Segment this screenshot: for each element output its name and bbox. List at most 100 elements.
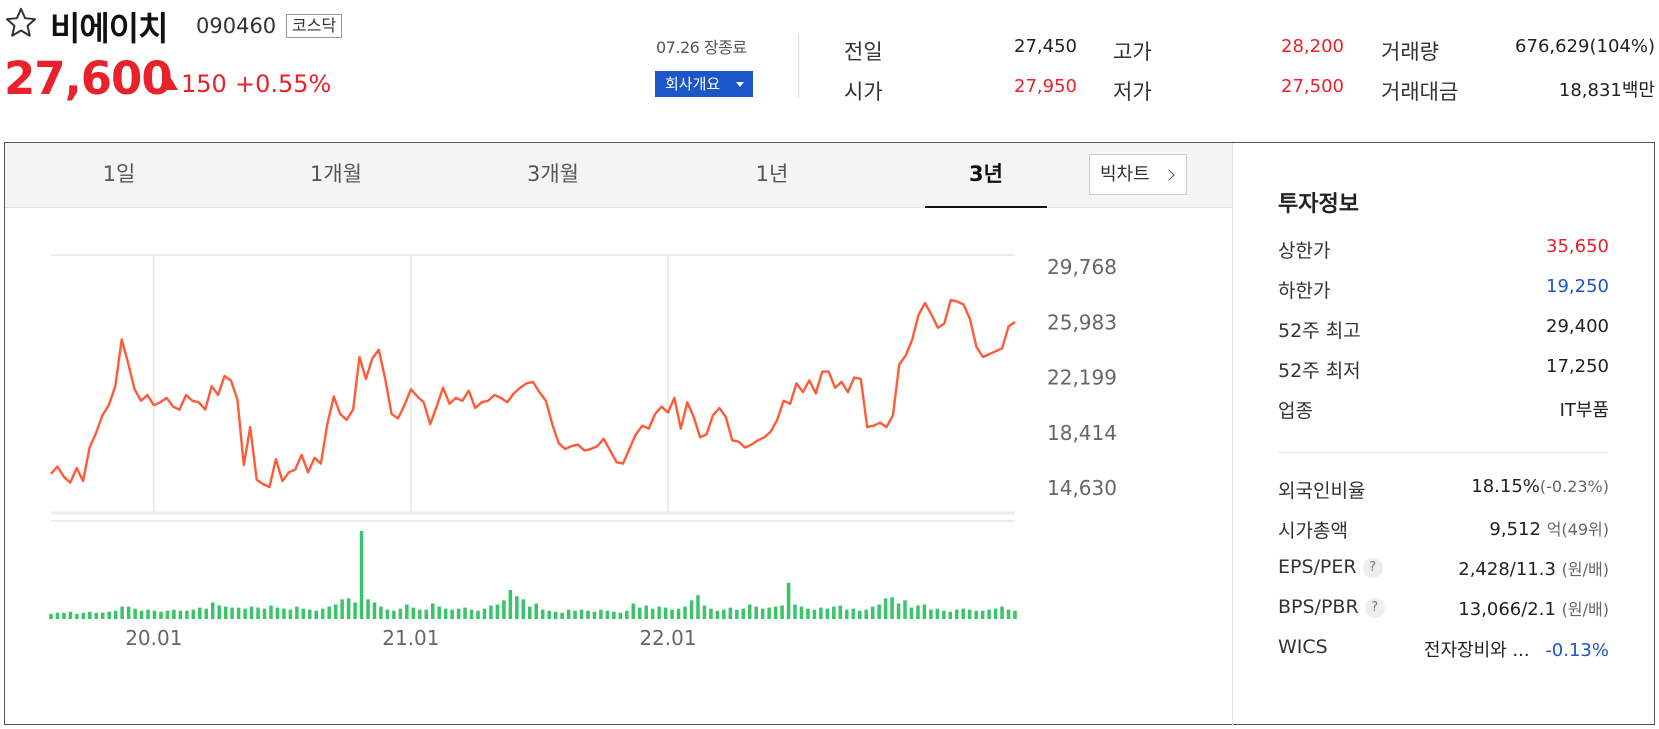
eps-per: 2,428/11.3 (원/배) — [1458, 556, 1609, 580]
volume-bar — [424, 609, 429, 619]
volume-bar — [1013, 610, 1017, 619]
volume-bar — [540, 609, 545, 619]
sector-value[interactable]: IT부품 — [1559, 400, 1609, 421]
volume-bar — [178, 610, 183, 619]
tab-3year[interactable]: 3년 — [925, 143, 1047, 208]
volume-bar — [372, 602, 377, 619]
volume-bar — [392, 610, 396, 619]
volume-bar — [405, 604, 409, 619]
volume-bar — [249, 606, 254, 619]
eps-per-label: EPS/PER? — [1278, 556, 1383, 578]
volume-bar — [456, 608, 461, 619]
y-axis-ticks: 29,768 25,983 22,199 18,414 14,630 — [1047, 255, 1117, 500]
bigchart-label: 빅차트 — [1100, 164, 1150, 185]
favorite-star-icon[interactable] — [4, 6, 38, 40]
upper-limit-label: 상한가 — [1278, 240, 1331, 262]
high-label: 고가 — [1113, 40, 1152, 64]
volume-bar — [967, 609, 972, 619]
prev-close-label: 전일 — [844, 40, 883, 64]
volume-bar — [191, 609, 196, 619]
volume-bar — [81, 612, 86, 619]
volume-bar — [159, 611, 163, 619]
volume-bar — [521, 599, 526, 619]
volume-bar — [217, 605, 221, 619]
volume-bar — [288, 609, 293, 619]
wics-value[interactable]: 전자장비와 ... — [1423, 640, 1530, 661]
volume-bar — [579, 609, 584, 619]
high52-label: 52주 최고 — [1278, 320, 1361, 342]
bigchart-button[interactable]: 빅차트 — [1089, 154, 1187, 195]
foreign-ratio-change: (-0.23%) — [1539, 477, 1609, 496]
company-overview-button[interactable]: 회사개요 — [655, 71, 753, 97]
volume-bar — [489, 605, 493, 619]
low52-value: 17,250 — [1546, 356, 1609, 377]
market-cap-label: 시가총액 — [1278, 520, 1348, 542]
volume-bar — [515, 596, 519, 619]
volume-bar — [398, 608, 403, 619]
volume-bar — [547, 610, 551, 619]
stock-name: 비에이치 — [50, 9, 168, 48]
tab-1month[interactable]: 1개월 — [309, 162, 362, 186]
volume-bar — [935, 608, 940, 619]
volume-bar — [301, 608, 306, 619]
volume-bar — [806, 608, 810, 619]
help-icon[interactable]: ? — [1362, 558, 1383, 578]
volume-bar — [864, 609, 868, 619]
volume-bar — [560, 612, 564, 619]
volume-bar — [502, 600, 506, 619]
volume-bar — [165, 610, 170, 619]
volume-bar — [379, 606, 383, 619]
help-icon[interactable]: ? — [1364, 598, 1385, 618]
tab-1day[interactable]: 1일 — [102, 162, 136, 186]
tab-3month[interactable]: 3개월 — [526, 162, 579, 186]
volume-bar — [139, 610, 144, 619]
invest-info-title: 투자정보 — [1278, 192, 1359, 217]
volume-bar — [146, 609, 150, 619]
volume-bar — [223, 606, 228, 619]
volume-bar — [857, 610, 862, 619]
trade-amount: 18,831백만 — [1470, 76, 1655, 102]
y-tick-label: 29,768 — [1047, 255, 1117, 279]
market-cap-rank: (49위) — [1561, 520, 1609, 539]
volume-bar — [262, 608, 267, 619]
trade-amount-value: 18,831 — [1558, 80, 1622, 101]
volume-bar — [799, 606, 804, 619]
volume-bar — [88, 611, 92, 619]
x-tick-label: 20.01 — [125, 626, 182, 650]
volume-bar — [107, 611, 111, 619]
volume-bar — [741, 608, 746, 619]
volume-bar — [55, 612, 60, 619]
volume-bar — [993, 608, 998, 619]
y-tick-label: 25,983 — [1047, 310, 1117, 334]
volume-bar — [709, 608, 713, 619]
volume-bar — [955, 609, 959, 619]
bps-pbr-value: 13,066/2.1 — [1458, 599, 1556, 620]
volume-bar — [625, 610, 629, 619]
volume-bar — [385, 609, 390, 619]
volume-bar — [819, 607, 823, 619]
tab-1year[interactable]: 1년 — [755, 162, 789, 186]
volume-bar — [275, 607, 280, 619]
volume-bar — [618, 612, 623, 619]
low-label: 저가 — [1113, 80, 1152, 104]
volume-bar — [172, 609, 176, 619]
volume-bar — [612, 611, 616, 619]
volume-bar — [236, 607, 241, 619]
volume-bar — [282, 608, 286, 619]
volume-label: 거래량 — [1381, 40, 1439, 64]
volume-bar — [605, 610, 610, 619]
volume-bar — [838, 605, 843, 619]
market-cap: 9,512 억(49위) — [1489, 516, 1609, 540]
volume-bar — [592, 611, 597, 619]
volume-bar — [903, 600, 907, 619]
volume-bars — [49, 531, 1017, 619]
volume-bar — [650, 608, 655, 619]
volume-bar — [230, 607, 234, 619]
volume-bar — [366, 599, 370, 619]
period-tab-bar: 1일 1개월 3개월 1년 3년 빅차트 — [5, 143, 1232, 208]
company-overview-label: 회사개요 — [665, 75, 721, 93]
volume-bar — [812, 609, 817, 619]
wics: 전자장비와 ... -0.13% — [1424, 636, 1609, 662]
volume-bar — [126, 606, 131, 619]
volume-bar — [702, 605, 707, 619]
